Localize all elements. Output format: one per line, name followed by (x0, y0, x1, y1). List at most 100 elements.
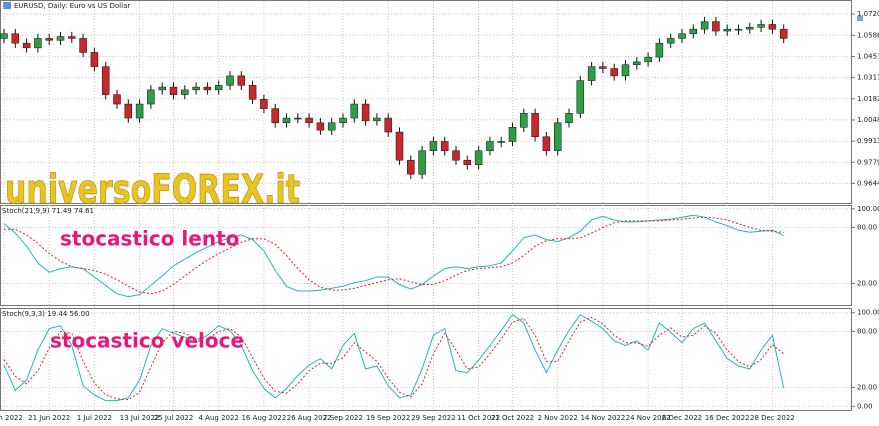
x-tick-label: 13 Jul 2022 (120, 414, 160, 422)
x-tick-label: 21 Jun 2022 (28, 414, 70, 422)
x-tick-label: 25 Jul 2022 (154, 414, 194, 422)
candle-body (158, 86, 166, 91)
candle-body (373, 117, 381, 122)
x-tick-label: 4 Aug 2022 (199, 414, 239, 422)
x-tick-label: 9 Jun 2022 (0, 414, 23, 422)
candle-body (11, 33, 20, 44)
stoch-line (3, 316, 785, 401)
candle-body (327, 122, 336, 131)
x-tick-label: 21 Oct 2022 (491, 414, 534, 422)
candle-body (565, 113, 573, 124)
y-tick-label: 0.96445 (857, 179, 879, 187)
candle-body (587, 66, 596, 81)
y-tick-label: 1.05860 (857, 31, 879, 39)
candle-body (305, 117, 313, 124)
x-tick-label: 2 Nov 2022 (538, 414, 578, 422)
candle-body (508, 127, 517, 142)
candle-body (101, 66, 110, 95)
y-tick-label: 20.00 (857, 280, 877, 288)
candle-body (68, 36, 76, 39)
pane-title: Stoch(21,9,9) 71.49 74.61 (2, 207, 94, 215)
candle-body (294, 117, 302, 120)
candle-body (384, 117, 392, 133)
candle-body (22, 42, 31, 49)
candle-body (0, 33, 8, 39)
candle-body (407, 159, 415, 175)
candle-body (418, 150, 426, 175)
y-tick-label: 0.00 (857, 402, 873, 410)
candle-body (237, 75, 246, 86)
candle-body (542, 136, 551, 152)
y-tick-label: 80.00 (857, 327, 877, 335)
candle-body (282, 117, 291, 124)
y-tick-label: 80.00 (857, 223, 877, 231)
y-tick-label: 1.07205 (857, 10, 879, 18)
y-tick-label: 0.97790 (857, 158, 879, 166)
candle-body (34, 38, 42, 49)
x-tick-label: 16 Dec 2022 (705, 414, 750, 422)
y-tick-label: 100.00 (857, 309, 879, 317)
candle-body (746, 27, 754, 30)
candle-body (723, 28, 731, 32)
x-tick-label: 14 Nov 2022 (580, 414, 625, 422)
candle-body (520, 113, 528, 128)
candle-body (689, 28, 698, 34)
candle-body (452, 150, 460, 161)
annotation: stocastico lento (60, 227, 239, 251)
pane-title: Stoch(9,3,3) 19.44 56.00 (2, 310, 90, 318)
fast-stoch-pane (0, 308, 852, 411)
x-tick-label: 16 Aug 2022 (241, 414, 286, 422)
candle-body (666, 38, 675, 44)
x-tick-label: 6 Dec 2022 (662, 414, 702, 422)
candle-body (79, 38, 87, 53)
candle-body (621, 64, 630, 77)
x-tick-label: 19 Sep 2022 (366, 414, 410, 422)
x-tick-label: 29 Sep 2022 (411, 414, 455, 422)
candle-body (56, 36, 65, 41)
y-tick-label: 1.03170 (857, 74, 879, 82)
annotation: stocastico veloce (50, 329, 244, 353)
candle-body (271, 108, 279, 124)
candle-body (712, 21, 720, 32)
candle-body (339, 117, 347, 124)
candle-body (678, 33, 686, 39)
candle-body (192, 86, 200, 91)
candle-body (124, 103, 133, 119)
x-tick-label: 28 Dec 2022 (750, 414, 795, 422)
y-tick-label: 100.00 (857, 205, 879, 213)
x-tick-label: 26 Aug 2022 (287, 414, 332, 422)
x-tick-label: 1 Jul 2022 (77, 414, 112, 422)
candle-body (248, 85, 257, 100)
candle-body (226, 75, 234, 86)
candle-body (531, 113, 539, 138)
candle-body (350, 103, 359, 119)
x-tick-label: 11 Oct 2022 (457, 414, 500, 422)
candle-body (429, 141, 438, 152)
candle-body (655, 42, 664, 58)
candle-body (768, 24, 777, 30)
candle-body (644, 56, 652, 63)
candle-body (700, 21, 709, 30)
candle-body (113, 94, 121, 105)
candle-body (361, 103, 370, 122)
stoch-line (3, 313, 785, 402)
candle-body (440, 141, 449, 152)
slow-stoch-pane (0, 205, 852, 306)
x-tick-label: 7 Sep 2022 (323, 414, 363, 422)
chart-icon (857, 16, 863, 21)
candle-body (553, 122, 562, 152)
candle-body (203, 86, 212, 91)
candle-body (260, 99, 268, 109)
pane-title: EURUSD, Daily: Euro vs US Dollar (14, 2, 130, 10)
candle-body (633, 61, 641, 65)
candle-body (147, 89, 155, 105)
price-pane (0, 0, 852, 204)
y-tick-label: 1.01825 (857, 95, 879, 103)
stoch-line (4, 216, 784, 295)
x-tick-label: 24 Nov 2022 (626, 414, 671, 422)
candle-body (169, 86, 178, 95)
y-tick-label: 1.00480 (857, 116, 879, 124)
candle-body (486, 141, 494, 152)
